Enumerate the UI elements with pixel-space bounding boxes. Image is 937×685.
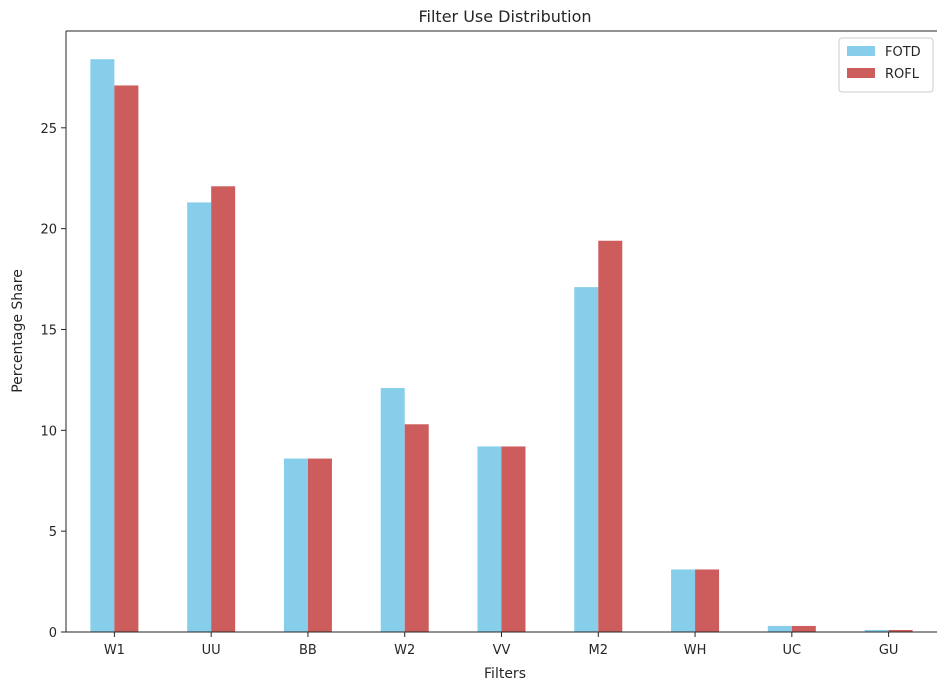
bar-rofl-wh bbox=[695, 569, 720, 632]
x-tick-label: UU bbox=[202, 643, 221, 658]
bar-rofl-w2 bbox=[404, 424, 429, 632]
bar-fotd-gu bbox=[864, 629, 889, 632]
x-tick-label: GU bbox=[879, 643, 899, 658]
bar-fotd-wh bbox=[671, 569, 696, 632]
bar-fotd-bb bbox=[283, 458, 308, 632]
bar-fotd-w2 bbox=[380, 387, 405, 632]
x-tick-label: VV bbox=[493, 643, 511, 658]
x-tick-label: W2 bbox=[394, 643, 415, 658]
bar-rofl-uu bbox=[211, 186, 236, 633]
bar-rofl-uc bbox=[791, 625, 816, 632]
y-tick-label: 15 bbox=[40, 323, 57, 338]
legend-swatch-fotd bbox=[847, 46, 875, 56]
bar-rofl-vv bbox=[501, 446, 526, 632]
x-tick-label: UC bbox=[783, 643, 802, 658]
plot-area: 0 5 10 15 20 25 W1 UU BB W2 VV M2 WH UC GU FOTD ROFL bbox=[40, 30, 937, 658]
bar-fotd-uc bbox=[767, 625, 792, 632]
x-tick-label: WH bbox=[684, 643, 707, 658]
x-tick-label: M2 bbox=[589, 643, 609, 658]
bar-rofl-w1 bbox=[114, 85, 139, 632]
bar-fotd-uu bbox=[187, 202, 212, 632]
bar-fotd-vv bbox=[477, 446, 502, 632]
y-tick-label: 0 bbox=[49, 626, 57, 641]
x-tick-label: BB bbox=[299, 643, 317, 658]
bar-rofl-bb bbox=[307, 458, 332, 632]
bar-fotd-m2 bbox=[574, 287, 599, 632]
y-tick-label: 5 bbox=[49, 525, 57, 540]
chart-title: Filter Use Distribution bbox=[418, 7, 591, 26]
y-axis-label: Percentage Share bbox=[10, 269, 26, 393]
y-tick-label: 20 bbox=[40, 223, 57, 238]
y-tick-label: 10 bbox=[40, 424, 57, 439]
legend-label-fotd: FOTD bbox=[885, 45, 921, 60]
bar-rofl-m2 bbox=[598, 240, 623, 633]
bar-fotd-w1 bbox=[90, 59, 115, 633]
y-tick-label: 25 bbox=[40, 122, 57, 137]
bar-rofl-gu bbox=[888, 629, 913, 632]
x-tick-label: W1 bbox=[104, 643, 125, 658]
x-axis-label: Filters bbox=[484, 666, 526, 681]
legend-swatch-rofl bbox=[847, 68, 875, 78]
legend-label-rofl: ROFL bbox=[885, 67, 920, 82]
